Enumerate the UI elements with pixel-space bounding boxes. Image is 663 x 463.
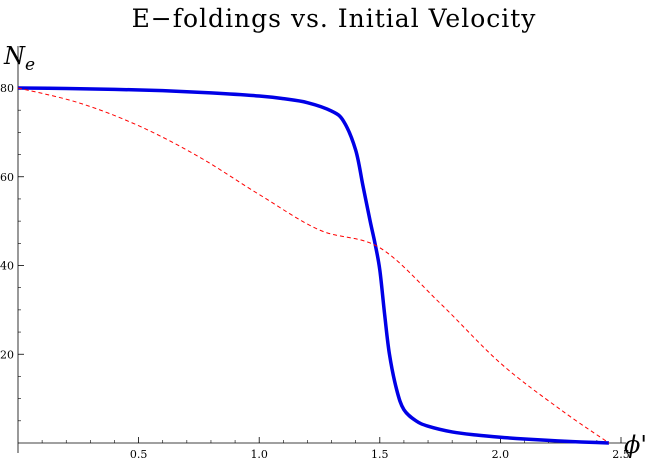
y-tick-label: 60 [0, 171, 14, 184]
x-tick-label: 0.5 [130, 448, 148, 461]
x-tick-label: 2.5 [612, 448, 630, 461]
svg-text:Ne: Ne [3, 42, 35, 75]
y-axis-label-subscript: e [25, 55, 35, 75]
y-tick-label: 40 [0, 260, 14, 273]
x-axis-label: ϕ' [624, 431, 647, 459]
x-tick-label: 1.0 [250, 448, 268, 461]
y-tick-label: 80 [0, 82, 14, 95]
series-line-solid [17, 86, 610, 445]
y-axis-label-main: N [3, 42, 26, 70]
axis-ticks: 0.5 1.0 1.5 2.0 2.5 20 40 60 80 [0, 82, 630, 461]
x-tick-label: 2.0 [492, 448, 510, 461]
y-axis-label: Ne [3, 42, 35, 75]
x-tick-label: 1.5 [371, 448, 389, 461]
series-line-dashed [17, 87, 610, 444]
series-layer [17, 86, 610, 445]
y-tick-label: 20 [0, 348, 14, 361]
chart-title: E−foldings vs. Initial Velocity [132, 4, 537, 33]
